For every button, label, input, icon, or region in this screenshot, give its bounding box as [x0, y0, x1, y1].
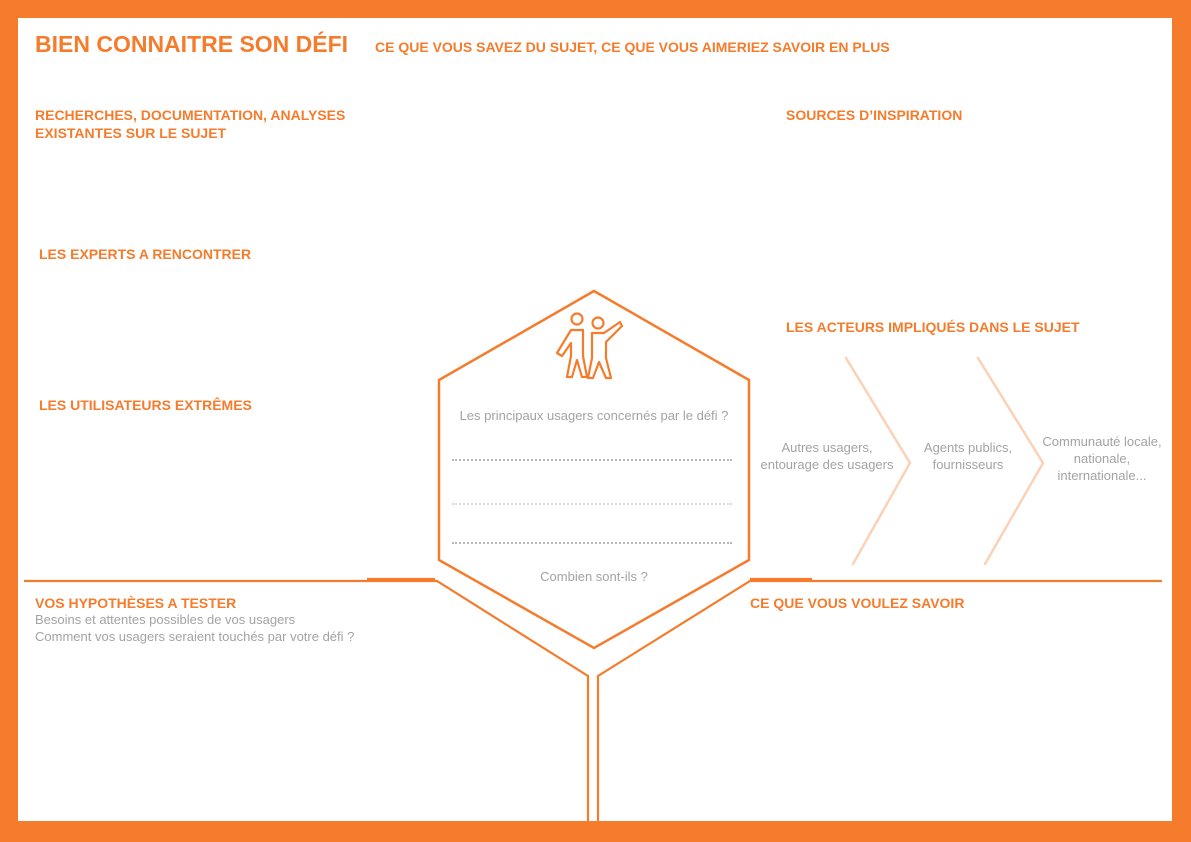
- hypotheses-note-1: Besoins et attentes possibles de vos usa…: [35, 612, 296, 627]
- border-left: [0, 0, 18, 842]
- hexagon-count-question: Combien sont-ils ?: [540, 569, 648, 584]
- border-top: [0, 0, 1191, 18]
- actor-step-2: Agents publics, fournisseurs: [903, 439, 1033, 473]
- chevron-2: [976, 356, 1045, 566]
- hypotheses-note-2: Comment vos usagers seraient touchés par…: [35, 629, 355, 644]
- want-to-know-heading: CE QUE VOUS VOULEZ SAVOIR: [750, 595, 965, 611]
- inspiration-heading: SOURCES D’INSPIRATION: [786, 107, 963, 123]
- border-bottom: [0, 821, 1191, 842]
- border-right: [1172, 0, 1191, 842]
- research-heading-line1: RECHERCHES, DOCUMENTATION, ANALYSES: [35, 107, 346, 123]
- divider-right: [596, 579, 1162, 821]
- users-hexagon: [437, 289, 751, 650]
- experts-heading: LES EXPERTS A RENCONTRER: [39, 246, 252, 262]
- actor-step-2-line1: Agents publics,: [923, 440, 1013, 455]
- two-people-icon: [555, 312, 624, 380]
- answer-line-3: [452, 542, 732, 544]
- research-heading-line2: EXISTANTES SUR LE SUJET: [35, 125, 227, 141]
- actor-step-3: Communauté locale, nationale, internatio…: [1034, 433, 1170, 484]
- hypotheses-heading: VOS HYPOTHÈSES A TESTER: [35, 595, 237, 611]
- page-subtitle: CE QUE VOUS SAVEZ DU SUJET, CE QUE VOUS …: [375, 39, 890, 55]
- divider-left: [24, 579, 590, 821]
- extreme-users-heading: LES UTILISATEURS EXTRÊMES: [39, 397, 252, 413]
- actors-heading: LES ACTEURS IMPLIQUÉS DANS LE SUJET: [786, 319, 1080, 335]
- answer-line-2: [452, 503, 732, 505]
- research-section: RECHERCHES, DOCUMENTATION, ANALYSES EXIS…: [35, 106, 345, 142]
- answer-line-1: [452, 459, 732, 461]
- actor-step-3-line1: Communauté locale,: [1042, 434, 1162, 449]
- actor-step-1: Autres usagers, entourage des usagers: [752, 439, 902, 473]
- page-title: BIEN CONNAITRE SON DÉFI: [35, 31, 349, 57]
- actor-step-3-line3: internationale...: [1057, 468, 1147, 483]
- actor-step-1-line2: entourage des usagers: [760, 457, 894, 472]
- hexagon-question: Les principaux usagers concernés par le …: [459, 408, 729, 423]
- actor-step-2-line2: fournisseurs: [932, 457, 1004, 472]
- chevron-1: [844, 356, 912, 566]
- actor-step-3-line2: nationale,: [1073, 451, 1131, 466]
- actor-step-1-line1: Autres usagers,: [781, 440, 873, 455]
